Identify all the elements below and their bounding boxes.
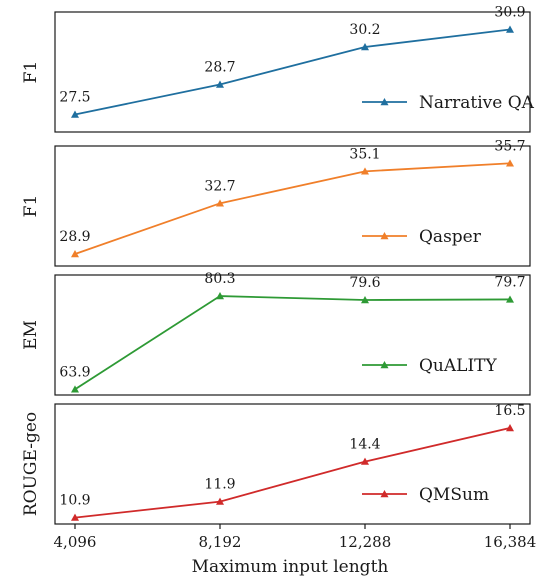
legend-marker — [380, 232, 389, 240]
panel-3: EM 63.9 80.3 79.6 79.7 QuALITY — [21, 271, 531, 396]
x-axis-label: Maximum input length — [192, 557, 389, 577]
data-point — [71, 110, 79, 118]
series-line — [74, 427, 511, 519]
data-point — [506, 295, 514, 303]
x-tick-label: 16,384 — [484, 533, 537, 551]
data-label: 10.9 — [59, 493, 90, 509]
panel-4: ROUGE-geo 10.9 11.9 14.4 16.5 QMSum — [21, 403, 531, 525]
data-point — [361, 457, 369, 465]
legend-label: QMSum — [419, 485, 489, 505]
data-label: 35.7 — [494, 138, 525, 154]
x-tick-label: 12,288 — [339, 533, 392, 551]
data-point — [71, 385, 79, 393]
x-tick-label: 8,192 — [199, 533, 242, 551]
data-label: 79.7 — [494, 274, 525, 290]
series-line — [74, 162, 511, 255]
panel-2: F1 28.9 32.7 35.1 35.7 Qasper — [21, 138, 531, 267]
data-label: 32.7 — [204, 178, 235, 194]
data-label: 11.9 — [204, 477, 235, 493]
panel-frame — [54, 274, 531, 396]
y-axis-label: EM — [21, 320, 41, 350]
data-point — [216, 292, 224, 300]
data-point — [216, 497, 224, 505]
data-label: 30.9 — [494, 5, 525, 21]
data-point — [361, 167, 369, 175]
x-axis-ticks: 4,096 8,192 12,288 16,384 — [54, 524, 537, 551]
data-label: 28.9 — [59, 229, 90, 245]
data-point — [361, 296, 369, 304]
data-point — [71, 513, 79, 521]
chart-panels: F1 27.5 28.7 30.2 30.9 Narrative QA F1 28.9 32.7… — [21, 5, 535, 525]
data-point — [506, 424, 514, 432]
panel-frame — [54, 145, 531, 267]
data-label: 80.3 — [204, 271, 235, 287]
data-label: 28.7 — [204, 60, 235, 76]
data-label: 30.2 — [349, 22, 380, 38]
series-line — [74, 28, 511, 116]
data-label: 79.6 — [349, 275, 380, 291]
data-label: 16.5 — [494, 403, 525, 419]
data-point — [506, 159, 514, 167]
y-axis-label: F1 — [21, 195, 41, 218]
data-point — [361, 43, 369, 51]
data-point — [506, 25, 514, 33]
panel-frame — [54, 403, 531, 525]
legend-label: Narrative QA — [419, 93, 535, 113]
series-line — [74, 295, 511, 391]
data-point — [216, 199, 224, 207]
panel-1: F1 27.5 28.7 30.2 30.9 Narrative QA — [21, 5, 535, 133]
data-label: 63.9 — [59, 364, 90, 380]
panel-frame — [54, 11, 531, 133]
data-label: 27.5 — [59, 90, 90, 106]
legend-label: QuALITY — [419, 356, 498, 376]
y-axis-label: F1 — [21, 61, 41, 84]
legend-marker — [380, 98, 389, 106]
legend-marker — [380, 361, 389, 369]
legend-marker — [380, 490, 389, 498]
legend-label: Qasper — [419, 227, 482, 247]
data-point — [216, 80, 224, 88]
x-tick-label: 4,096 — [54, 533, 97, 551]
y-axis-label: ROUGE-geo — [21, 412, 41, 516]
data-label: 35.1 — [349, 146, 380, 162]
data-point — [71, 250, 79, 258]
data-label: 14.4 — [349, 437, 380, 453]
